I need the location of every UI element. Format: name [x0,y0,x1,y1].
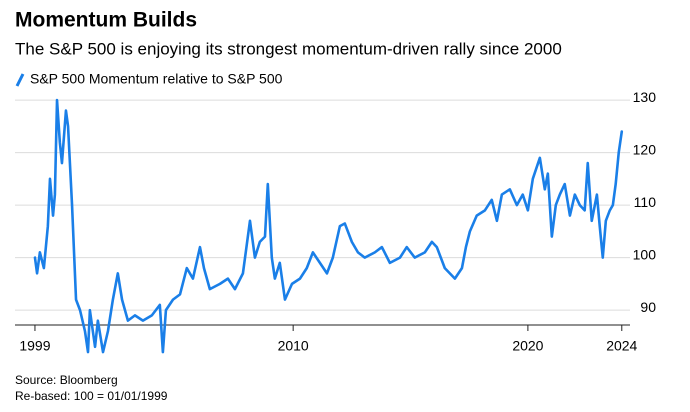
x-tick-label: 2024 [606,338,637,354]
chart-title: Momentum Builds [15,9,197,32]
note: Re-based: 100 = 01/01/1999 [15,389,168,403]
y-tick-label: 120 [633,141,657,157]
legend-swatch [15,73,25,87]
y-tick-label: 90 [640,299,656,315]
x-tick-label: 1999 [19,338,50,354]
y-tick-label: 100 [633,246,657,262]
source: Source: Bloomberg [15,373,118,387]
x-tick-label: 2010 [278,338,309,354]
chart-subtitle: The S&P 500 is enjoying its strongest mo… [15,39,562,58]
y-tick-label: 110 [634,194,657,210]
y-tick-label: 130 [633,89,657,105]
x-tick-label: 2020 [512,338,543,354]
legend-entry: S&P 500 Momentum relative to S&P 500 [30,71,283,87]
line-series [33,98,624,354]
